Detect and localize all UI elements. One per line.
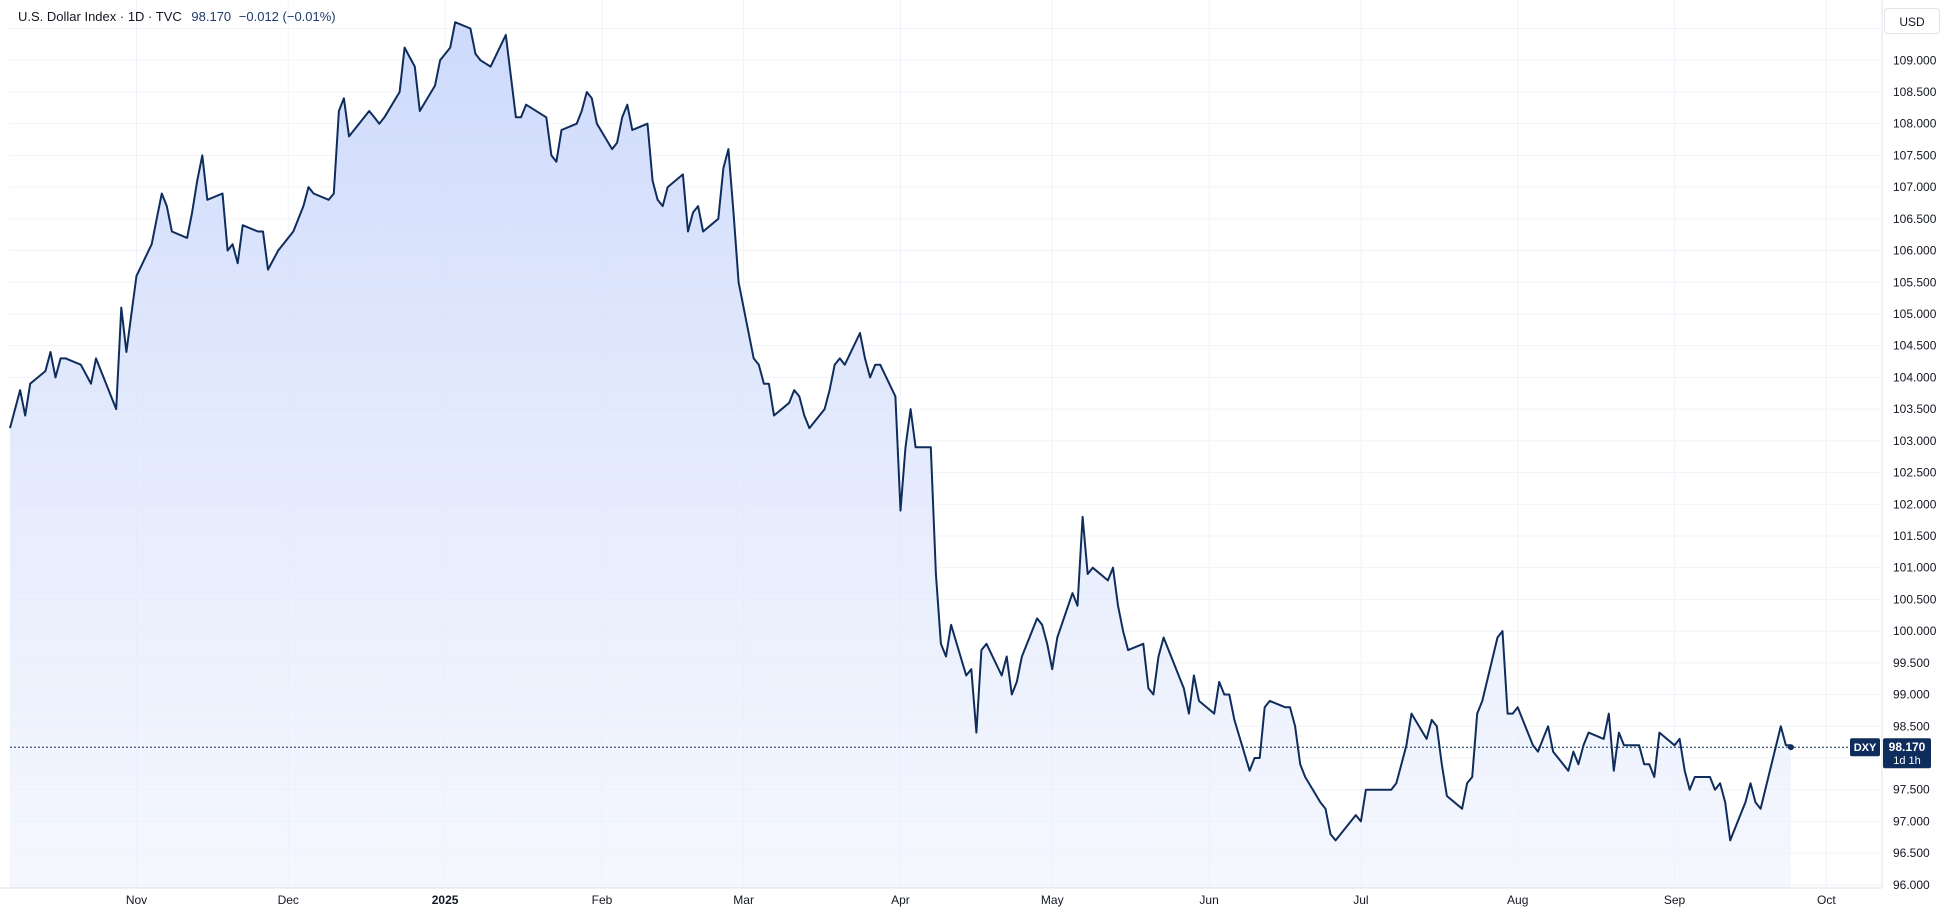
x-tick-label: 2025 <box>432 893 459 907</box>
x-tick-label: Apr <box>891 893 910 907</box>
symbol-title[interactable]: U.S. Dollar Index · 1D · TVC <box>18 9 182 24</box>
y-tick-label: 100.000 <box>1893 624 1937 638</box>
price-line <box>9 21 1791 842</box>
x-tick-label: May <box>1041 893 1064 907</box>
y-tick-label: 103.500 <box>1893 402 1937 416</box>
x-tick-label: Nov <box>126 893 147 907</box>
y-tick-label: 99.000 <box>1893 688 1930 702</box>
y-tick-label: 104.000 <box>1893 370 1937 384</box>
x-tick-label: Jun <box>1199 893 1218 907</box>
y-tick-label: 101.000 <box>1893 561 1937 575</box>
y-tick-label: 104.500 <box>1893 339 1937 353</box>
y-tick-label: 108.000 <box>1893 117 1937 131</box>
y-tick-label: 97.000 <box>1893 814 1930 828</box>
y-tick-label: 98.500 <box>1893 719 1930 733</box>
y-tick-label: 101.500 <box>1893 529 1937 543</box>
x-tick-label: Mar <box>733 893 754 907</box>
y-tick-label: 106.500 <box>1893 212 1937 226</box>
currency-button[interactable]: USD <box>1884 8 1940 34</box>
y-tick-label: 100.500 <box>1893 592 1937 606</box>
price-badge-value: 98.170 <box>1889 740 1926 754</box>
x-tick-label: Jul <box>1353 893 1368 907</box>
ticker-badge-bg <box>1850 738 1880 757</box>
x-tick-label: Sep <box>1664 893 1686 907</box>
y-tick-label: 107.000 <box>1893 180 1937 194</box>
x-tick-label: Dec <box>278 893 299 907</box>
price-axis[interactable]: 96.00096.50097.00097.50098.00098.50099.0… <box>1893 22 1937 892</box>
ticker-badge-label: DXY <box>1854 742 1877 754</box>
y-tick-label: 106.000 <box>1893 244 1937 258</box>
x-tick-label: Oct <box>1817 893 1836 907</box>
y-tick-label: 102.500 <box>1893 466 1937 480</box>
legend: U.S. Dollar Index · 1D · TVC 98.170 −0.0… <box>18 9 336 24</box>
y-tick-label: 96.000 <box>1893 878 1930 892</box>
price-badge-bg <box>1883 738 1931 769</box>
time-axis[interactable]: Nov Dec 2025 Feb Mar Apr May Jun Jul Aug Sep Oct <box>126 893 1837 907</box>
y-tick-label: 108.500 <box>1893 85 1937 99</box>
area-fill <box>10 22 1791 888</box>
y-tick-label: 96.500 <box>1893 846 1930 860</box>
price-badge-countdown: 1d 1h <box>1893 755 1921 767</box>
y-tick-label: 109.000 <box>1893 53 1937 67</box>
price-change: −0.012 (−0.01%) <box>238 9 336 24</box>
x-tick-label: Feb <box>592 893 613 907</box>
y-tick-label: 99.500 <box>1893 656 1930 670</box>
y-tick-label: 103.000 <box>1893 434 1937 448</box>
last-price-dot <box>1787 744 1794 751</box>
y-tick-label: 105.500 <box>1893 275 1937 289</box>
y-tick-label: 105.000 <box>1893 307 1937 321</box>
last-value: 98.170 <box>191 9 232 24</box>
x-tick-label: Aug <box>1507 893 1528 907</box>
y-tick-label: 107.500 <box>1893 148 1937 162</box>
y-tick-label: 97.500 <box>1893 783 1930 797</box>
y-tick-label: 102.000 <box>1893 497 1937 511</box>
